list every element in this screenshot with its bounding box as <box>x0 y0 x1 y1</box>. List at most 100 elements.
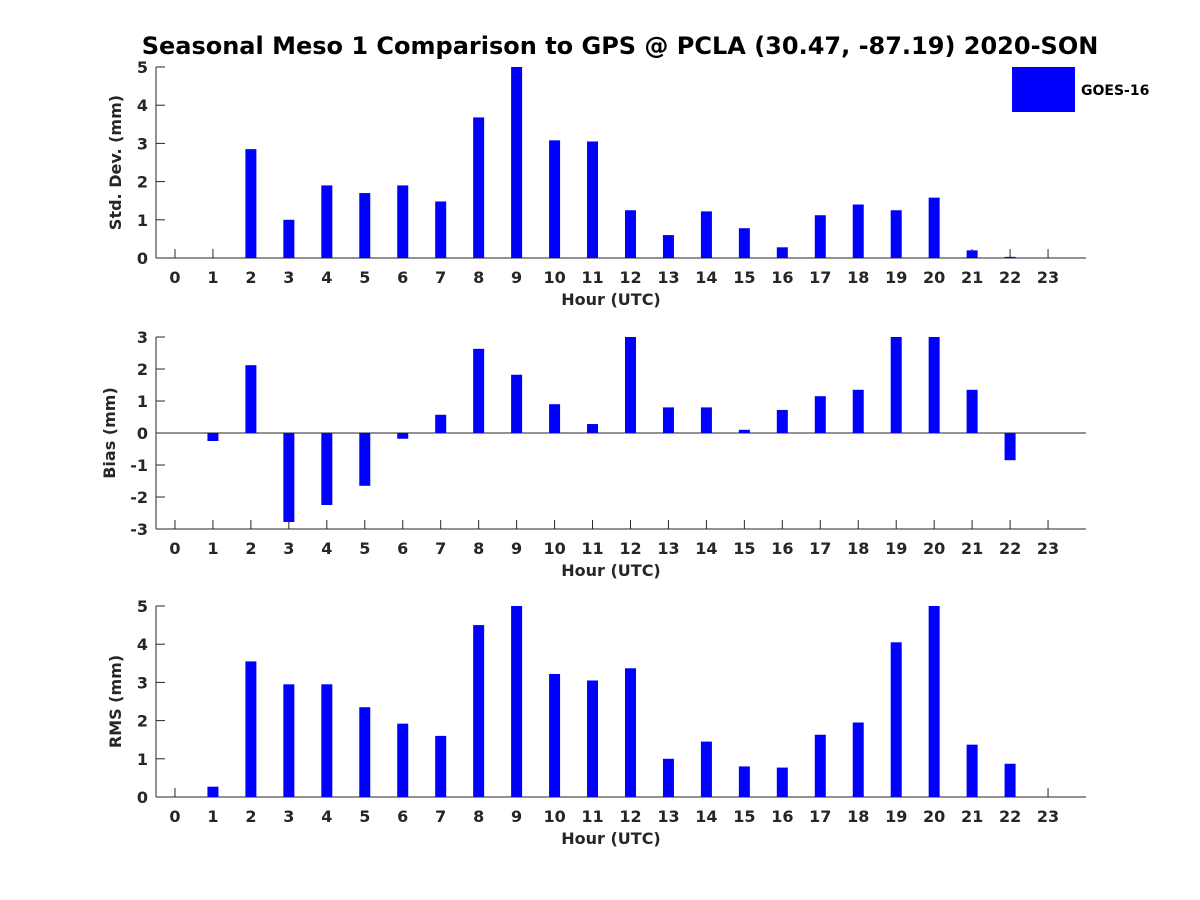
x-tick-label: 3 <box>283 807 294 826</box>
x-tick-label: 20 <box>923 539 945 558</box>
x-tick-label: 21 <box>961 807 983 826</box>
bar-hour-16 <box>776 767 788 797</box>
y-tick-label: 0 <box>137 249 148 268</box>
bar-hour-2 <box>245 365 257 433</box>
bar-hour-4 <box>321 185 333 258</box>
x-tick-label: 1 <box>207 268 218 287</box>
bar-hour-11 <box>587 141 599 258</box>
x-tick-label: 19 <box>885 268 907 287</box>
x-tick-label: 4 <box>321 807 332 826</box>
bar-hour-2 <box>245 149 257 258</box>
bar-hour-20 <box>928 606 940 797</box>
x-tick-label: 5 <box>359 268 370 287</box>
x-tick-label: 16 <box>771 807 793 826</box>
bar-hour-14 <box>700 211 712 258</box>
bar-hour-1 <box>207 786 219 797</box>
bar-hour-6 <box>397 433 409 439</box>
x-tick-label: 18 <box>847 539 869 558</box>
bar-hour-18 <box>852 722 864 797</box>
bar-hour-9 <box>511 67 523 258</box>
bar-hour-18 <box>852 389 864 433</box>
bar-hour-21 <box>966 389 978 433</box>
bar-hour-11 <box>587 680 599 797</box>
y-tick-label: 3 <box>137 134 148 153</box>
x-tick-label: 5 <box>359 807 370 826</box>
bar-hour-8 <box>473 117 485 258</box>
y-tick-label: 5 <box>137 597 148 616</box>
x-tick-label: 8 <box>473 807 484 826</box>
bar-hour-16 <box>776 247 788 258</box>
x-tick-label: 1 <box>207 539 218 558</box>
bar-hour-19 <box>890 210 902 258</box>
bar-hour-15 <box>738 228 750 258</box>
bar-hour-8 <box>473 625 485 797</box>
y-tick-label: 4 <box>137 96 148 115</box>
y-axis-label: Std. Dev. (mm) <box>106 95 125 230</box>
bar-hour-13 <box>662 407 674 433</box>
x-tick-label: 22 <box>999 539 1021 558</box>
bar-hour-22 <box>1004 433 1016 461</box>
bar-hour-6 <box>397 185 409 258</box>
y-tick-label: 2 <box>137 173 148 192</box>
legend-swatch <box>1012 67 1075 112</box>
x-tick-label: 13 <box>657 268 679 287</box>
x-tick-label: 14 <box>695 539 717 558</box>
x-tick-label: 16 <box>771 539 793 558</box>
bar-hour-20 <box>928 197 940 258</box>
bar-hour-5 <box>359 707 371 797</box>
x-tick-label: 23 <box>1037 807 1059 826</box>
bar-hour-18 <box>852 204 864 258</box>
x-axis-label: Hour (UTC) <box>561 290 661 309</box>
x-tick-label: 6 <box>397 268 408 287</box>
x-tick-label: 12 <box>619 539 641 558</box>
bar-hour-10 <box>549 673 561 797</box>
x-tick-label: 20 <box>923 807 945 826</box>
bar-hour-11 <box>587 424 599 433</box>
y-tick-label: 1 <box>137 750 148 769</box>
bar-hour-5 <box>359 433 371 486</box>
bar-hour-17 <box>814 215 826 258</box>
x-tick-label: 15 <box>733 268 755 287</box>
x-tick-label: 3 <box>283 268 294 287</box>
bar-hour-14 <box>700 407 712 433</box>
legend: GOES-16 <box>1012 67 1149 112</box>
x-tick-label: 14 <box>695 807 717 826</box>
legend-label: GOES-16 <box>1081 83 1149 99</box>
x-tick-label: 20 <box>923 268 945 287</box>
bar-hour-17 <box>814 396 826 433</box>
bar-hour-22 <box>1004 763 1016 797</box>
y-tick-label: -2 <box>130 488 148 507</box>
x-tick-label: 0 <box>169 539 180 558</box>
x-tick-label: 18 <box>847 268 869 287</box>
x-tick-label: 23 <box>1037 539 1059 558</box>
x-tick-label: 11 <box>581 268 603 287</box>
y-tick-label: 3 <box>137 673 148 692</box>
x-tick-label: 16 <box>771 268 793 287</box>
bar-hour-19 <box>890 337 902 433</box>
x-tick-label: 2 <box>245 268 256 287</box>
x-tick-label: 14 <box>695 268 717 287</box>
x-tick-label: 15 <box>733 539 755 558</box>
x-tick-label: 8 <box>473 539 484 558</box>
bar-hour-22 <box>1004 256 1016 258</box>
bar-hour-10 <box>549 140 561 258</box>
bar-hour-21 <box>966 250 978 258</box>
bar-hour-1 <box>207 433 219 441</box>
x-tick-label: 7 <box>435 268 446 287</box>
y-tick-label: 1 <box>137 211 148 230</box>
bar-hour-19 <box>890 642 902 797</box>
bar-hour-8 <box>473 348 485 433</box>
bar-hour-4 <box>321 684 333 797</box>
bar-hour-3 <box>283 684 295 797</box>
x-tick-label: 15 <box>733 807 755 826</box>
bar-hour-7 <box>435 201 447 258</box>
x-tick-label: 12 <box>619 807 641 826</box>
x-tick-label: 11 <box>581 539 603 558</box>
x-tick-label: 13 <box>657 539 679 558</box>
bar-hour-13 <box>662 235 674 258</box>
x-tick-label: 7 <box>435 807 446 826</box>
x-axis-label: Hour (UTC) <box>561 829 661 848</box>
